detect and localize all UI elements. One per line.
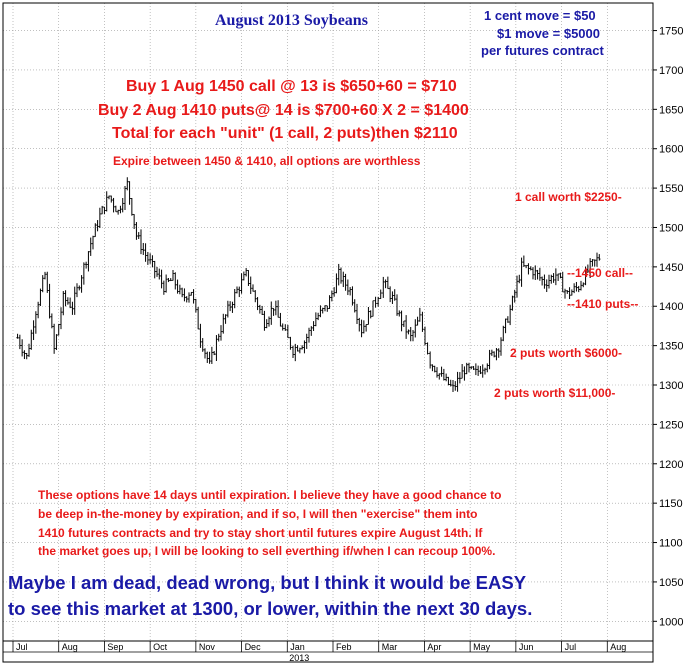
plot-frame [2,2,654,663]
y-tick-label: 1450 [659,262,683,274]
y-tick-label: 1400 [659,301,683,313]
big-statement-line-2: to see this market at 1300, or lower, wi… [8,598,533,619]
x-tick-label: Mar [382,642,398,652]
y-tick-label: 1700 [659,65,683,77]
x-tick-label: Aug [62,642,78,652]
x-tick-label: Sep [107,642,123,652]
unit-note-3: per futures contract [481,43,604,58]
x-tick-label: Jul [16,642,28,652]
paragraph-line-2: be deep in-the-money by expiration, and … [38,507,478,521]
x-tick-label: May [473,642,491,652]
call-worth-label: 1 call worth $2250- [515,190,622,204]
y-tick-label: 1100 [659,538,683,550]
y-tick-label: 1000 [659,616,683,628]
x-tick-label: Jan [290,642,305,652]
x-tick-label: Jul [565,642,577,652]
puts-11000-label: 2 puts worth $11,000- [494,386,616,400]
put-level-label: --1410 puts-- [567,297,639,311]
y-tick-label: 1600 [659,144,683,156]
paragraph-line-3: 1410 futures contracts and try to stay s… [38,526,483,540]
y-tick-label: 1250 [659,419,683,431]
big-statement-line-1: Maybe I am dead, dead wrong, but I think… [8,572,527,593]
y-tick-label: 1650 [659,104,683,116]
year-label: 2013 [289,653,309,663]
x-tick-label: Jun [519,642,534,652]
x-tick-label: Nov [199,642,216,652]
y-tick-label: 1200 [659,459,683,471]
y-tick-label: 1300 [659,380,683,392]
y-tick-label: 1550 [659,183,683,195]
x-tick-label: Apr [427,642,441,652]
unit-note-2: $1 move = $5000 [497,26,600,41]
y-tick-label: 1350 [659,341,683,353]
puts-6000-label: 2 puts worth $6000- [510,346,623,360]
y-tick-label: 1750 [659,26,683,38]
unit-note-1: 1 cent move = $50 [484,8,596,23]
x-tick-label: Dec [245,642,262,652]
buy-call-note: Buy 1 Aug 1450 call @ 13 is $650+60 = $7… [126,78,457,95]
x-tick-label: Aug [610,642,626,652]
chart-title: August 2013 Soybeans [215,12,368,29]
y-tick-label: 1500 [659,222,683,234]
buy-puts-note: Buy 2 Aug 1410 puts@ 14 is $700+60 X 2 =… [98,102,469,119]
y-tick-label: 1150 [659,498,683,510]
x-tick-label: Oct [153,642,168,652]
call-level-label: --1450 call-- [567,266,634,280]
y-tick-label: 1050 [659,577,683,589]
expire-note: Expire between 1450 & 1410, all options … [113,154,421,168]
x-tick-label: Feb [336,642,352,652]
paragraph-line-4: the market goes up, I will be looking to… [38,544,496,558]
total-note: Total for each "unit" (1 call, 2 puts)th… [112,125,458,142]
paragraph-line-1: These options have 14 days until expirat… [38,488,502,502]
